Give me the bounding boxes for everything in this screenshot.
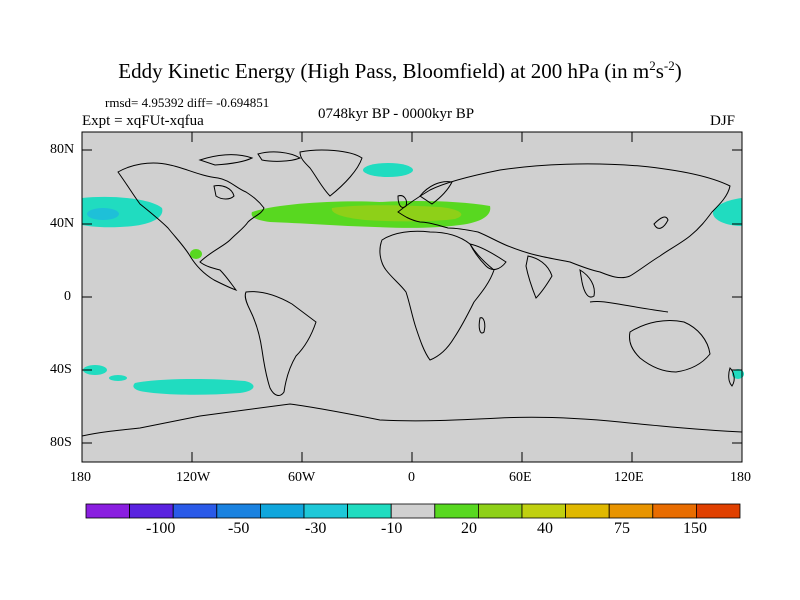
anomaly-subtropical-patch xyxy=(190,249,202,259)
coast-scandinavia xyxy=(419,181,453,205)
lon-label-0: 0 xyxy=(408,470,415,485)
coast-antarctica xyxy=(81,403,743,437)
chart-title: Eddy Kinetic Energy (High Pass, Bloomfie… xyxy=(118,58,682,83)
anomaly-spacific-band xyxy=(133,378,254,395)
colorbar-swatch xyxy=(216,503,261,519)
colorbar-label-4: -10 xyxy=(381,520,403,537)
coastlines xyxy=(81,149,743,437)
colorbar-swatch xyxy=(172,503,218,519)
coast-se-asia xyxy=(579,269,595,298)
lon-label-120w: 120W xyxy=(176,470,211,485)
colorbar-label-7: 75 xyxy=(614,520,630,537)
coast-new-zealand xyxy=(728,367,735,387)
coast-madagascar xyxy=(478,317,486,334)
period-label: 0748kyr BP - 0000kyr BP xyxy=(318,106,475,122)
colorbar-swatch xyxy=(477,503,523,519)
coast-hudson-bay xyxy=(213,185,235,200)
lon-label-60w: 60W xyxy=(288,470,316,485)
colorbar xyxy=(85,503,741,519)
colorbar-label-2: -50 xyxy=(228,520,250,537)
lon-label-120e: 120E xyxy=(614,470,644,485)
colorbar-swatch xyxy=(652,503,697,519)
colorbar-label-5: 20 xyxy=(461,520,477,537)
colorbar-swatch xyxy=(390,503,436,519)
coast-japan xyxy=(653,216,669,229)
colorbar-label-8: 150 xyxy=(683,520,707,537)
anomaly-north-atlantic-high xyxy=(363,163,413,177)
coast-north-america xyxy=(117,162,265,291)
lon-label-180e: 180 xyxy=(730,470,751,485)
lat-label-40n: 40N xyxy=(50,216,75,231)
colorbar-swatch xyxy=(129,503,174,519)
lat-label-40s: 40S xyxy=(50,362,72,377)
coast-australia xyxy=(629,319,711,373)
coast-india xyxy=(525,255,553,299)
stats-text: rmsd= 4.95392 diff= -0.694851 xyxy=(105,95,270,110)
coast-eurasia xyxy=(397,163,731,279)
coast-uk xyxy=(397,195,407,209)
coast-africa xyxy=(379,230,495,361)
lon-label-60e: 60E xyxy=(509,470,532,485)
colorbar-swatch xyxy=(347,503,392,519)
anomaly-fields xyxy=(82,163,744,395)
colorbar-swatch xyxy=(521,503,566,519)
colorbar-label-3: -30 xyxy=(305,520,327,537)
coast-arctic-islands xyxy=(198,151,302,166)
colorbar-swatch xyxy=(259,503,305,519)
colorbar-swatch xyxy=(608,503,654,519)
season-label: DJF xyxy=(710,113,736,129)
experiment-label: Expt = xqFUt-xqfua xyxy=(82,113,204,129)
anomaly-npacific-east xyxy=(712,198,742,226)
lat-label-80s: 80S xyxy=(50,435,72,450)
colorbar-swatch xyxy=(303,503,348,519)
lon-label-180w: 180 xyxy=(70,470,91,485)
lat-label-80n: 80N xyxy=(50,142,75,157)
coast-arabia xyxy=(469,243,507,270)
coast-south-america xyxy=(244,291,317,396)
map-background xyxy=(82,132,742,462)
colorbar-swatch xyxy=(85,503,130,519)
coast-greenland xyxy=(299,149,363,197)
anomaly-spacific-west xyxy=(83,365,107,375)
colorbar-swatch xyxy=(434,503,479,519)
axis-ticks xyxy=(82,132,742,462)
colorbar-label-1: -100 xyxy=(146,520,176,537)
lat-label-0: 0 xyxy=(64,289,71,304)
coast-indonesia xyxy=(589,301,669,313)
anomaly-atlantic-core xyxy=(331,205,462,222)
colorbar-label-6: 40 xyxy=(537,520,553,537)
anomaly-spacific-small xyxy=(109,375,127,381)
anomaly-sindian-east xyxy=(732,369,744,379)
anomaly-npacific-west-core xyxy=(87,208,119,220)
colorbar-swatch xyxy=(696,503,741,519)
colorbar-swatch xyxy=(565,503,610,519)
